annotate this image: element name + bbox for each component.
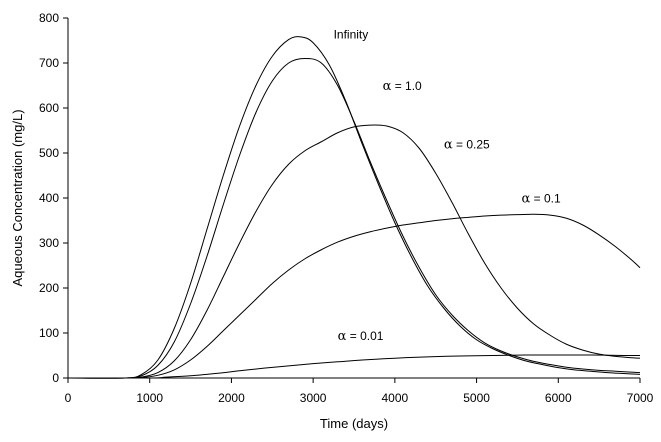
y-tick-label: 500 [39, 146, 59, 160]
series-label-part: = 0.01 [346, 329, 383, 343]
x-tick-label: 0 [65, 391, 72, 405]
y-axis-title: Aqueous Concentration (mg/L) [10, 109, 25, 286]
x-tick-label: 5000 [463, 391, 490, 405]
series-layer [67, 36, 641, 379]
series-label-part: = 0.25 [453, 138, 490, 152]
axes: 0 100 200 300 400 500 600 700 800 0 1000 2000 3000 40… [39, 11, 654, 405]
y-tick-label: 800 [39, 11, 59, 25]
series-label-0: Infinity [334, 27, 369, 41]
y-tick-label: 700 [39, 56, 59, 70]
y-tick-label: 400 [39, 191, 59, 205]
series-line-0 [67, 36, 641, 379]
x-tick-label: 3000 [300, 391, 327, 405]
series-line-3 [67, 213, 641, 379]
series-label-2: α = 0.25 [444, 138, 490, 153]
series-line-2 [67, 124, 641, 379]
x-tick-label: 1000 [136, 391, 163, 405]
series-label-part: α [383, 79, 392, 94]
series-label-4: α = 0.01 [338, 329, 384, 344]
x-tick-label: 7000 [627, 391, 654, 405]
x-tick-label: 2000 [218, 391, 245, 405]
series-label-part: α [444, 138, 453, 153]
y-tick-label: 600 [39, 101, 59, 115]
series-label-part: α [338, 329, 347, 344]
series-label-1: α = 1.0 [383, 79, 422, 94]
y-tick-label: 200 [39, 281, 59, 295]
y-tick-label: 0 [52, 371, 59, 385]
series-line-1 [67, 57, 641, 379]
x-axis-title: Time (days) [320, 416, 388, 431]
series-label-part: α [522, 192, 531, 207]
x-tick-label: 4000 [382, 391, 409, 405]
series-label-3: α = 0.1 [522, 192, 561, 207]
y-tick-label: 300 [39, 236, 59, 250]
series-line-4 [67, 354, 641, 379]
series-label-part: Infinity [334, 27, 369, 41]
series-label-part: = 1.0 [391, 79, 422, 93]
x-tick-label: 6000 [545, 391, 572, 405]
y-tick-label: 100 [39, 326, 59, 340]
series-label-part: = 0.1 [530, 192, 561, 206]
